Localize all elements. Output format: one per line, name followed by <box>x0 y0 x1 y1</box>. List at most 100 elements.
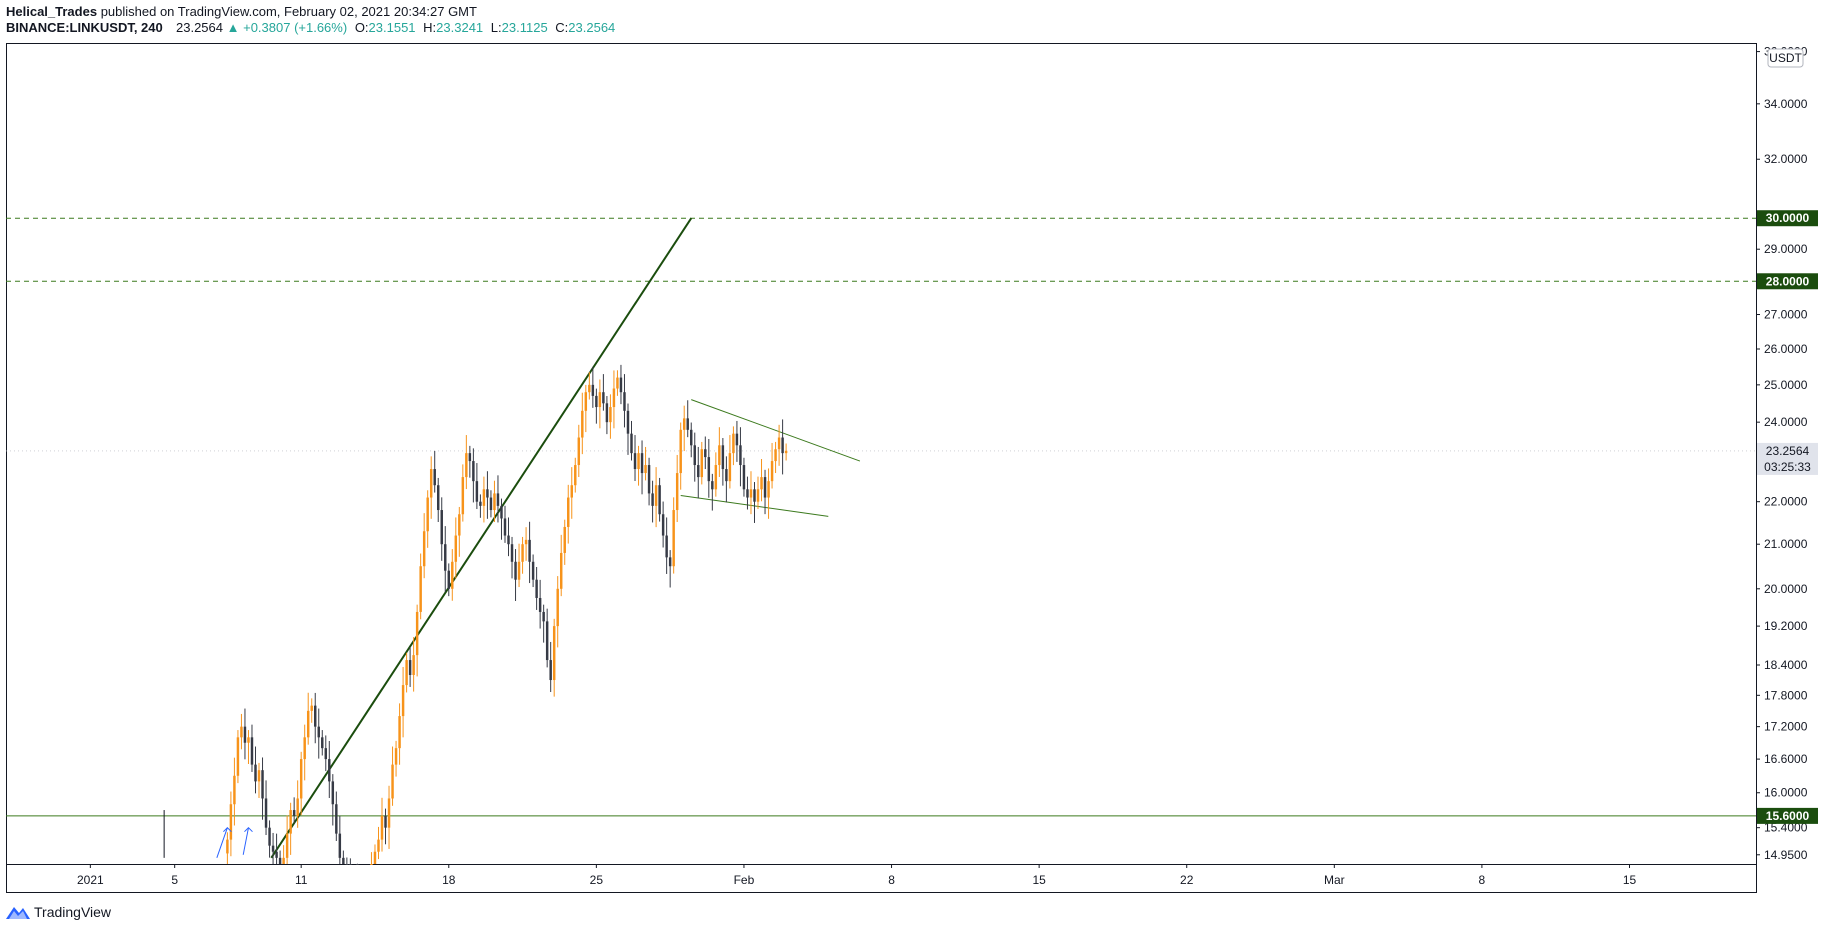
candle <box>454 517 458 579</box>
candle-body <box>264 798 268 828</box>
candle <box>725 456 728 503</box>
candle <box>373 844 377 864</box>
candle-body <box>472 461 475 482</box>
symbol-label[interactable]: BINANCE:LINKUSDT, 240 <box>6 20 163 35</box>
candle-body <box>458 514 461 536</box>
candle-body <box>707 457 711 482</box>
candle-body <box>314 705 317 727</box>
candle <box>303 724 306 781</box>
arrow-1 <box>242 826 253 855</box>
candle <box>661 501 665 548</box>
candle <box>528 521 531 584</box>
last-price-tag: 23.2564 03:25:33 <box>1757 442 1818 475</box>
candle-body <box>429 469 433 498</box>
candle-body <box>651 493 654 506</box>
trendline-0[interactable] <box>270 217 693 859</box>
candle-body <box>328 759 331 782</box>
candle <box>605 396 609 435</box>
candle <box>285 815 289 864</box>
candle-body <box>296 798 299 816</box>
candle-body <box>436 485 440 511</box>
candle <box>728 435 732 489</box>
candle-body <box>454 535 458 562</box>
level-tag-bg <box>1757 210 1818 227</box>
candle <box>637 445 640 486</box>
candle <box>770 442 774 489</box>
candle <box>401 666 405 738</box>
candle-body <box>236 737 240 776</box>
candle <box>665 517 668 574</box>
candle-body <box>570 485 573 498</box>
candle <box>679 422 682 490</box>
candle <box>356 863 359 865</box>
candle <box>616 370 619 396</box>
candle <box>440 497 443 561</box>
candle-body <box>377 839 380 852</box>
brand-name[interactable]: TradingView <box>34 904 112 920</box>
candle <box>299 751 303 816</box>
candle-body <box>285 833 289 858</box>
currency-label: USDT <box>1769 51 1802 65</box>
author-name[interactable]: Helical_Trades <box>6 4 98 19</box>
candle-body <box>760 477 763 490</box>
candle-body <box>630 433 633 454</box>
candle <box>693 432 696 482</box>
candle-body <box>282 857 285 864</box>
candle <box>282 845 285 864</box>
trendline-1[interactable] <box>691 399 861 462</box>
candle <box>233 757 236 826</box>
chart-header: Helical_Trades published on TradingView.… <box>6 4 615 36</box>
candle <box>591 366 595 408</box>
candle <box>595 388 598 424</box>
candle-body <box>538 597 542 612</box>
candle-body <box>763 477 767 498</box>
candle <box>289 802 292 855</box>
y-tick-label: 18.4000 <box>1764 658 1808 672</box>
candle <box>486 471 489 519</box>
candle-body <box>616 377 619 389</box>
candle <box>644 446 647 481</box>
candle <box>633 435 637 482</box>
candle <box>380 797 384 852</box>
candle-body <box>415 611 419 656</box>
candle <box>584 384 588 433</box>
candle-body <box>556 588 559 627</box>
candle-body <box>672 510 675 567</box>
candle <box>672 497 675 574</box>
x-tick-label: Feb <box>734 873 755 887</box>
candle <box>552 618 556 697</box>
candle-body <box>668 557 672 567</box>
candle-body <box>619 377 623 393</box>
candle <box>517 543 521 588</box>
candle <box>535 566 538 610</box>
candle <box>767 468 770 519</box>
candle-body <box>479 501 482 506</box>
candle <box>479 494 482 518</box>
candle <box>521 536 524 574</box>
arrow-0 <box>216 826 232 859</box>
candle-body <box>693 445 696 466</box>
candle-body <box>426 497 429 532</box>
candle-body <box>257 770 261 782</box>
candle <box>581 392 584 455</box>
candle-body <box>500 505 503 519</box>
candle <box>640 440 644 495</box>
level-tag-bg <box>1757 273 1818 290</box>
candle <box>422 513 426 579</box>
candle <box>310 698 313 723</box>
candle-body <box>317 726 320 738</box>
candle-body <box>275 851 278 858</box>
candle-body <box>306 710 310 738</box>
candle-body <box>612 388 616 408</box>
price-change: ▲ +0.3807 (+1.66%) <box>226 20 348 35</box>
currency-badge[interactable]: USDT <box>1767 48 1804 68</box>
candle-body <box>419 566 422 612</box>
candle-body <box>567 497 570 527</box>
close-label: C: <box>555 20 569 35</box>
published-text: published on TradingView.com, February 0… <box>100 4 477 19</box>
candle-body <box>338 833 342 858</box>
candle <box>447 563 451 597</box>
candle-body <box>753 489 756 502</box>
candle <box>556 576 559 648</box>
